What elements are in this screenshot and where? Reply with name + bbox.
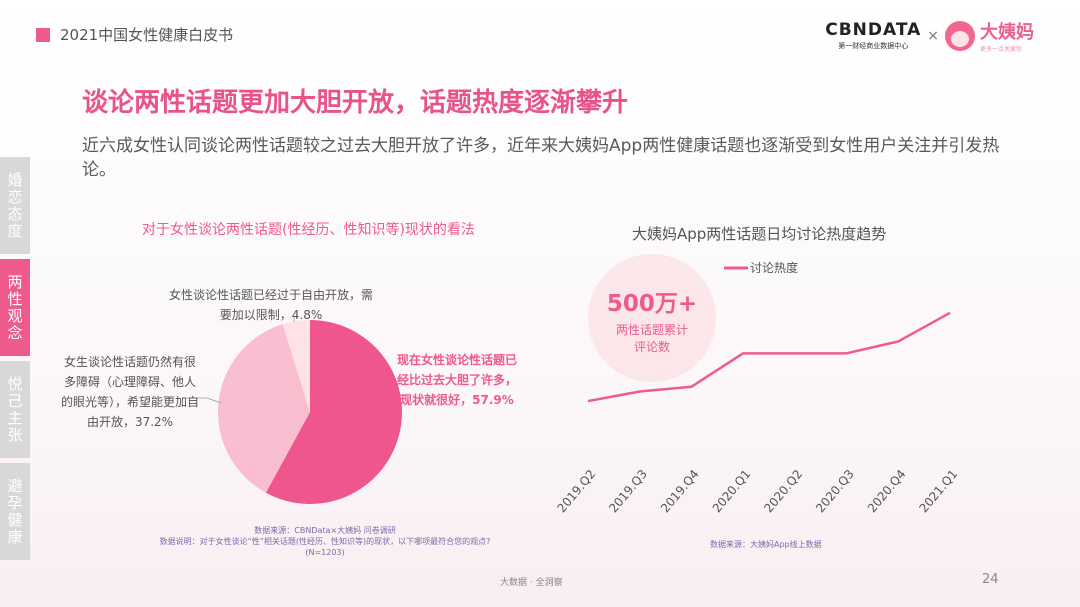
x-tick-label: 2020.Q1	[710, 467, 754, 515]
source-left-line3: (N=1203)	[305, 548, 345, 557]
stat-bubble-value: 500万+	[607, 291, 697, 317]
side-tab-contraception[interactable]: 避孕健康	[0, 463, 30, 560]
stat-bubble-label-1: 两性话题累计	[616, 323, 688, 337]
dayima-logo: 大姨妈 更多一点关爱你	[980, 18, 1034, 53]
dayima-logo-text: 大姨妈	[980, 22, 1034, 43]
cbndata-logo: CBNDATA 第一财经商业数据中心	[825, 20, 921, 51]
pie-label-bolder: 现在女性谈论性话题已经比过去大胆了许多，现状就很好，57.9%	[396, 353, 517, 407]
page-number: 24	[982, 572, 999, 587]
source-left: 数据来源：CBNData×大姨妈 问卷调研 数据说明：对于女性谈论“性”相关话题…	[130, 525, 520, 558]
stat-bubble-label-2: 评论数	[634, 339, 670, 354]
report-header: 2021中国女性健康白皮书	[36, 24, 233, 45]
pie-slice-bolder	[265, 320, 403, 504]
pie-leader-lines	[186, 316, 295, 404]
logo-area: CBNDATA 第一财经商业数据中心 × 大姨妈 更多一点关爱你	[825, 18, 1034, 53]
source-left-line2: 数据说明：对于女性谈论“性”相关话题(性经历、性知识等)的现状，以下哪项最符合您…	[159, 537, 491, 546]
pie-chart-title: 对于女性谈论两性话题(性经历、性知识等)现状的看法	[142, 222, 475, 238]
footer-slogan: 大数据 · 全洞察	[500, 578, 563, 588]
source-left-line1: 数据来源：CBNData×大姨妈 问卷调研	[254, 526, 396, 535]
pie-label-restrict: 女性谈论性话题已经过于自由开放，需要加以限制，4.8%	[168, 288, 373, 322]
x-axis-ticks: 2019.Q2 2019.Q3 2019.Q4 2020.Q1 2020.Q2 2020.…	[555, 467, 961, 515]
pie-label-obstacles: 女生谈论性话题仍然有很多障碍（心理障碍、他人的眼光等），希望能更加自由开放，37…	[60, 355, 199, 429]
x-tick-label: 2021.Q1	[917, 467, 961, 515]
pie-slices	[218, 320, 403, 504]
dayima-face-icon	[945, 20, 975, 51]
pie-slice-obstacles	[218, 324, 310, 493]
cbndata-logo-text: CBNDATA	[825, 20, 922, 40]
x-tick-label: 2020.Q4	[865, 467, 909, 515]
side-tabs: 婚恋态度 两性观念 悦己主张 避孕健康	[0, 157, 30, 565]
header-square-icon	[36, 27, 50, 42]
line-series	[587, 311, 951, 403]
x-tick-label: 2019.Q3	[606, 467, 650, 515]
legend-label: 讨论热度	[750, 260, 798, 275]
pie-slice-restrict	[282, 320, 310, 412]
stat-bubble	[588, 254, 716, 382]
pie-leader-left	[186, 397, 222, 404]
line-chart-title: 大姨妈App两性话题日均讨论热度趋势	[632, 225, 887, 243]
series-line-discussion	[587, 311, 951, 403]
page-title: 谈论两性话题更加大胆开放，话题热度逐渐攀升	[82, 88, 629, 118]
side-tab-self-love[interactable]: 悦己主张	[0, 361, 30, 458]
cbndata-logo-sub: 第一财经商业数据中心	[838, 42, 909, 50]
x-tick-label: 2019.Q2	[555, 467, 599, 515]
source-right: 数据来源：大姨妈App线上数据	[710, 540, 822, 549]
side-tab-marriage[interactable]: 婚恋态度	[0, 157, 30, 254]
lead-paragraph: 近六成女性认同谈论两性话题较之过去大胆开放了许多，近年来大姨妈App两性健康话题…	[82, 136, 1000, 180]
x-tick-label: 2020.Q2	[761, 467, 805, 515]
side-tab-gender-views[interactable]: 两性观念	[0, 259, 30, 356]
report-title: 2021中国女性健康白皮书	[60, 26, 234, 44]
dayima-logo-sub: 更多一点关爱你	[980, 46, 1023, 53]
x-tick-label: 2019.Q4	[658, 467, 702, 515]
logo-times: ×	[927, 27, 939, 44]
x-tick-label: 2020.Q3	[813, 467, 857, 515]
